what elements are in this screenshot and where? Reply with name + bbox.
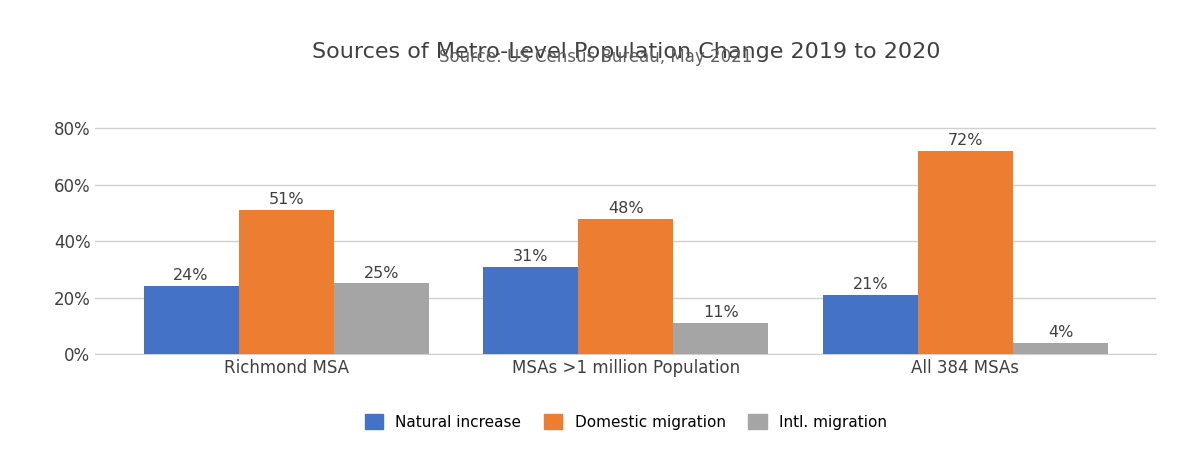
Text: 72%: 72% — [948, 133, 983, 148]
Bar — [238, 210, 334, 354]
Bar — [822, 295, 918, 354]
Bar — [334, 283, 429, 354]
Bar — [143, 286, 238, 354]
Bar — [1013, 343, 1109, 354]
Text: 48%: 48% — [608, 201, 644, 216]
Bar — [483, 266, 578, 354]
Text: 4%: 4% — [1048, 325, 1073, 340]
Text: 51%: 51% — [268, 192, 304, 207]
Text: 21%: 21% — [852, 277, 888, 292]
Bar — [673, 323, 769, 354]
Text: 24%: 24% — [173, 268, 209, 283]
Text: 11%: 11% — [703, 305, 739, 320]
Bar — [578, 218, 673, 354]
Text: Source: US Census Bureau, May 2021: Source: US Census Bureau, May 2021 — [440, 48, 752, 66]
Title: Sources of Metro-Level Population Change 2019 to 2020: Sources of Metro-Level Population Change… — [311, 42, 940, 62]
Legend: Natural increase, Domestic migration, Intl. migration: Natural increase, Domestic migration, In… — [359, 408, 893, 436]
Text: 31%: 31% — [513, 249, 548, 264]
Bar — [918, 151, 1013, 354]
Text: 25%: 25% — [364, 266, 399, 281]
